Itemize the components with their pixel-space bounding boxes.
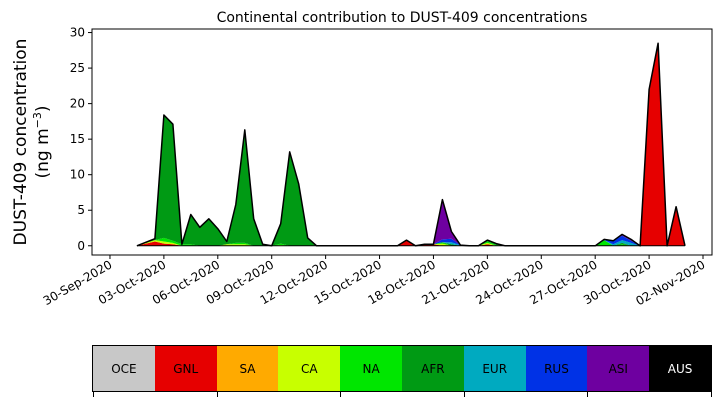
legend-label: AFR — [421, 361, 445, 376]
area-asi — [136, 43, 685, 246]
chart-title: Continental contribution to DUST-409 con… — [217, 10, 588, 26]
legend-label: ASI — [608, 361, 628, 376]
legend-item-gnl: GNL — [154, 346, 217, 391]
area-gnl — [136, 43, 685, 246]
legend-tick — [93, 392, 94, 397]
legend-label: OCE — [111, 361, 137, 376]
y-axis-label-line2: (ng m−3) — [31, 105, 53, 178]
x-axis: 30-Sep-202003-Oct-202006-Oct-202009-Oct-… — [41, 255, 708, 308]
legend-colorbar: OCE GNL SA CA NA AFR EUR RUS ASI AUS — [92, 345, 712, 397]
area-afr — [136, 43, 685, 246]
legend-item-asi: ASI — [587, 346, 650, 397]
legend-item-eur: EUR — [463, 346, 526, 397]
y-tick-label: 20 — [70, 97, 85, 111]
legend-tick — [710, 392, 712, 397]
legend-item-sa: SA — [216, 346, 279, 397]
area-ca — [136, 43, 685, 246]
stacked-areas — [136, 43, 685, 246]
legend-label: RUS — [544, 361, 569, 376]
legend-item-rus: RUS — [525, 346, 588, 391]
y-tick-label: 0 — [77, 239, 85, 253]
y-tick-label: 15 — [70, 132, 85, 146]
legend-item-oce: OCE — [93, 346, 155, 397]
y-axis: 0 5 10 15 20 25 30 — [70, 26, 92, 253]
legend-tick — [463, 392, 465, 397]
legend-item-na: NA — [340, 346, 402, 397]
y-tick-label: 30 — [70, 26, 85, 40]
legend-item-afr: AFR — [401, 346, 464, 391]
legend-tick — [340, 392, 342, 397]
legend-label: CA — [300, 361, 318, 376]
y-axis-label-line1: DUST-409 concentration — [11, 39, 31, 246]
legend-item-aus: AUS — [649, 346, 712, 397]
total-line — [136, 42, 686, 247]
y-tick-label: 25 — [70, 61, 85, 75]
legend-label: AUS — [667, 361, 693, 376]
legend-label: NA — [362, 361, 380, 376]
legend-item-ca: CA — [278, 346, 341, 391]
area-eur — [136, 43, 685, 246]
legend-label: SA — [239, 361, 256, 376]
area-na — [136, 43, 685, 246]
legend-label: EUR — [482, 361, 508, 376]
y-axis-label: DUST-409 concentration (ng m−3) — [11, 39, 53, 246]
legend-tick — [587, 392, 589, 397]
legend-label: GNL — [173, 361, 199, 376]
total-outline — [136, 42, 686, 247]
y-tick-label: 5 — [77, 203, 85, 217]
plot-frame — [91, 28, 713, 256]
area-rus — [136, 43, 685, 246]
legend-tick — [216, 392, 218, 397]
y-tick-label: 10 — [70, 168, 85, 182]
